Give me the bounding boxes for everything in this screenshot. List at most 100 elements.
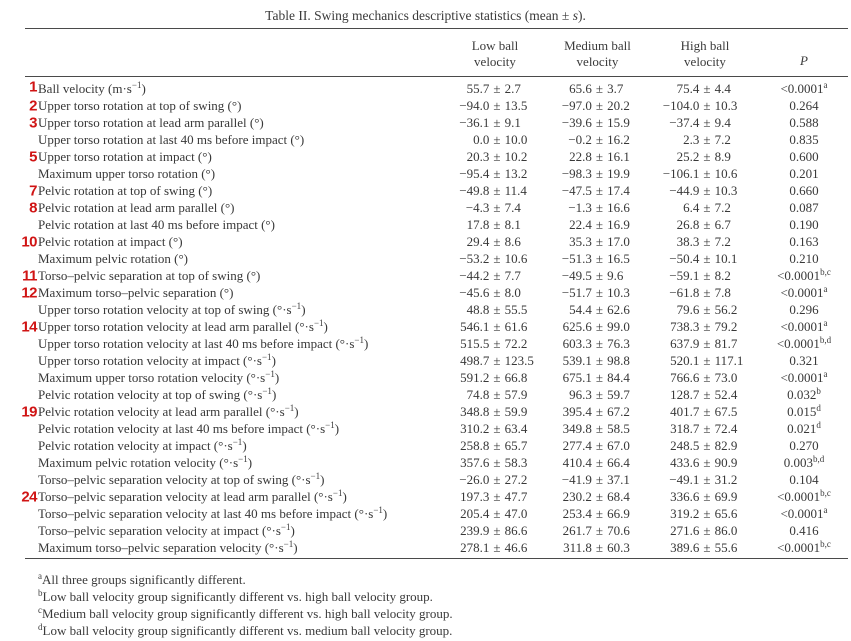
value-cell-high: 6.4 ±7.2 xyxy=(683,200,731,215)
p-value-cell: 0.163 xyxy=(789,234,819,249)
table-row: Maximum pelvic rotation (°) −53.2 ±10.6 −51… xyxy=(25,250,848,267)
p-value-cell: 0.190 xyxy=(789,217,819,232)
table-row: 8 Pelvic rotation at lead arm parallel (°… xyxy=(25,199,848,216)
value-cell-medium: −97.0 ±20.2 xyxy=(561,98,630,113)
table-row: Upper torso rotation velocity at top of … xyxy=(25,301,848,318)
table-row: Pelvic rotation velocity at top of swing… xyxy=(25,386,848,403)
footnote-superscript: a xyxy=(38,571,42,581)
value-cell-medium: 311.8 ±60.3 xyxy=(545,539,650,559)
value-cell-high: 79.6 ±56.2 xyxy=(676,302,738,317)
som-mark-11: 11 xyxy=(22,267,37,284)
p-value-cell: 0.021d xyxy=(787,420,821,437)
value-cell-low: 239.9 ±86.6 xyxy=(460,523,528,538)
footnote-superscript: d xyxy=(38,622,43,632)
p-value-cell: <0.0001a xyxy=(780,318,828,335)
value-cell-medium: 96.3 ±59.7 xyxy=(569,387,630,402)
value-cell-low: 310.2 ±63.4 xyxy=(460,421,528,436)
p-value-cell: 0.264 xyxy=(789,98,819,113)
p-value-superscript: b,c xyxy=(820,267,831,277)
row-label[interactable]: 8 Pelvic rotation at lead arm parallel (°… xyxy=(25,199,445,216)
value-cell-medium: 22.8 ±16.1 xyxy=(569,149,630,164)
row-label-text: Torso–pelvic separation velocity at top … xyxy=(38,471,325,488)
row-label: Upper torso rotation velocity at impact … xyxy=(25,352,445,369)
table-row: 19 Pelvic rotation velocity at lead arm p… xyxy=(21,403,848,420)
value-cell-medium: 277.4 ±67.0 xyxy=(562,438,630,453)
row-label: Pelvic rotation velocity at top of swing… xyxy=(25,386,445,403)
p-value-superscript: a xyxy=(823,318,828,328)
column-header-low-ball-velocity: Low ball velocity xyxy=(445,28,545,77)
row-label: Maximum upper torso rotation (°) xyxy=(25,165,445,182)
row-label-text: Maximum torso–pelvic separation velocity… xyxy=(38,539,298,556)
p-value-superscript: b xyxy=(816,386,821,396)
p-value-cell: 0.321 xyxy=(789,353,819,368)
value-cell-low: −26.0 ±27.2 xyxy=(459,472,528,487)
value-cell-high: 766.6 ±73.0 xyxy=(670,370,738,385)
value-cell-medium: −49.5 ±9.6 xyxy=(561,268,624,283)
table-row: 1 Ball velocity (m·s−1) 55.7 ±2.7 65.6 ±3.7 75… xyxy=(25,77,848,98)
value-cell-low: −49.8 ±11.4 xyxy=(459,183,527,198)
value-cell-low: 48.8 ±55.5 xyxy=(466,302,528,317)
p-value-cell: 0.015d xyxy=(787,403,821,420)
row-label[interactable]: 2 Upper torso rotation at top of swing (°… xyxy=(25,97,445,114)
footnote-superscript: b xyxy=(38,588,43,598)
table-row: Maximum upper torso rotation velocity (°… xyxy=(25,369,848,386)
table-row: Torso–pelvic separation velocity at top … xyxy=(25,471,848,488)
row-label[interactable]: 14 Upper torso rotation velocity at lead … xyxy=(21,318,445,335)
row-label[interactable]: 11 Torso–pelvic separation at top of swin… xyxy=(22,267,445,284)
value-cell-medium: 603.3 ±76.3 xyxy=(562,336,630,351)
p-value-cell: <0.0001a xyxy=(780,369,828,386)
value-cell-high: −59.1 ±8.2 xyxy=(669,268,731,283)
table-row: 24 Torso–pelvic separation velocity at le… xyxy=(21,488,848,505)
p-value-cell: 0.270 xyxy=(789,438,819,453)
row-label[interactable]: 3 Upper torso rotation at lead arm parall… xyxy=(25,114,445,131)
row-label[interactable]: 19 Pelvic rotation velocity at lead arm p… xyxy=(21,403,445,420)
p-value-cell: 0.835 xyxy=(789,132,819,147)
row-label[interactable]: 24 Torso–pelvic separation velocity at le… xyxy=(21,488,445,505)
value-cell-low: 546.1 ±61.6 xyxy=(460,319,528,334)
row-label-text: Torso–pelvic separation at top of swing … xyxy=(38,268,261,283)
value-cell-medium: 230.2 ±68.4 xyxy=(562,489,630,504)
value-cell-low: −95.4 ±13.2 xyxy=(459,166,528,181)
statistics-table: Low ball velocity Medium ball velocity Hig… xyxy=(21,28,848,559)
row-label[interactable]: 7 Pelvic rotation at top of swing (°) xyxy=(25,182,445,199)
p-value-cell: 0.416 xyxy=(789,523,819,538)
footnote-c: cMedium ball velocity group significantl… xyxy=(38,605,453,622)
row-label[interactable]: 10 Pelvic rotation at impact (°) xyxy=(21,233,445,250)
row-label-text: Ball velocity (m·s−1) xyxy=(38,80,146,97)
table-row: Upper torso rotation at last 40 ms befor… xyxy=(25,131,848,148)
table-row: Torso–pelvic separation velocity at last… xyxy=(25,505,848,522)
value-cell-low: −44.2 ±7.7 xyxy=(459,268,521,283)
value-cell-low: 29.4 ±8.6 xyxy=(466,234,521,249)
p-value-cell: <0.0001b,c xyxy=(777,488,831,505)
row-label: Pelvic rotation at last 40 ms before imp… xyxy=(25,216,445,233)
table-row: Pelvic rotation at last 40 ms before imp… xyxy=(25,216,848,233)
value-cell-low: 498.7 ±123.5 xyxy=(460,353,534,368)
table-row: 5 Upper torso rotation at impact (°) 20.3 ±… xyxy=(25,148,848,165)
value-cell-high: 520.1 ±117.1 xyxy=(670,353,744,368)
row-label-text: Pelvic rotation velocity at top of swing… xyxy=(38,386,277,403)
p-value-cell: <0.0001a xyxy=(780,505,828,522)
value-cell-low: −4.3 ±7.4 xyxy=(465,200,521,215)
row-label[interactable]: 12 Maximum torso–pelvic separation (°) xyxy=(21,284,445,301)
p-value-cell: 0.210 xyxy=(789,251,819,266)
value-cell-high: −104.0 ±10.3 xyxy=(662,98,738,113)
value-cell-low: 278.1 ±46.6 xyxy=(445,539,545,559)
p-value-superscript: b,c xyxy=(820,488,831,498)
table-row: 7 Pelvic rotation at top of swing (°) −49.… xyxy=(25,182,848,199)
row-label-text: Upper torso rotation velocity at last 40… xyxy=(38,335,369,352)
row-label-text: Maximum upper torso rotation (°) xyxy=(38,166,216,181)
value-cell-high: 2.3 ±7.2 xyxy=(683,132,731,147)
table-title: Table II. Swing mechanics descriptive st… xyxy=(0,0,851,24)
footnote-b: bLow ball velocity group significantly d… xyxy=(38,588,433,605)
value-cell-high: 336.6 ±69.9 xyxy=(670,489,738,504)
p-value-superscript: d xyxy=(816,420,821,430)
value-cell-low: 74.8 ±57.9 xyxy=(466,387,528,402)
p-value-cell: <0.0001b,c xyxy=(777,267,831,284)
row-label[interactable]: 5 Upper torso rotation at impact (°) xyxy=(25,148,445,165)
value-cell-medium: 35.3 ±17.0 xyxy=(569,234,630,249)
row-label[interactable]: 1 Ball velocity (m·s−1) xyxy=(25,77,445,98)
value-cell-low: −36.1 ±9.1 xyxy=(459,115,521,130)
som-mark-12: 12 xyxy=(21,284,37,301)
row-label-text: Maximum torso–pelvic separation (°) xyxy=(38,285,234,300)
som-mark-8: 8 xyxy=(29,199,37,216)
